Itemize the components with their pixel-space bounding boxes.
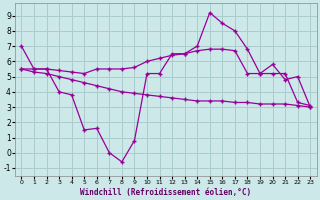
X-axis label: Windchill (Refroidissement éolien,°C): Windchill (Refroidissement éolien,°C)	[80, 188, 252, 197]
